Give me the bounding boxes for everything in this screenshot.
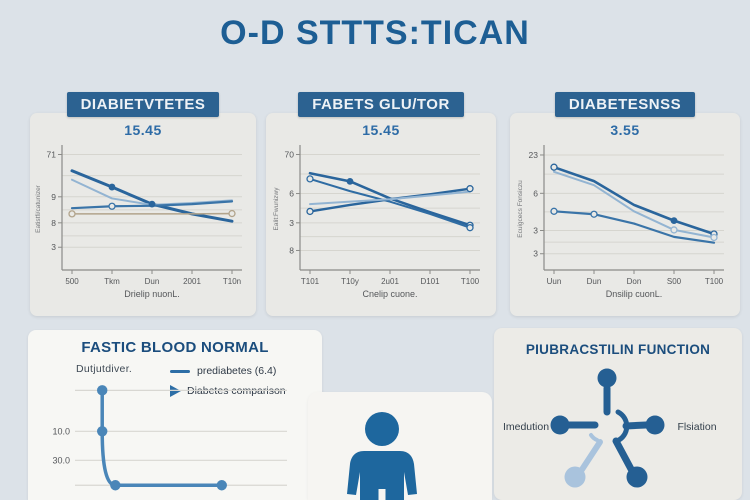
legend-label: prediabetes (6.4) [197, 365, 277, 377]
function-panel: PIUBRACSTILIN FUNCTION Imedution Flsiati… [494, 328, 742, 500]
legend-item-diabetes-comparison: Diabetes comparison [170, 381, 286, 401]
line-swatch-icon [170, 369, 190, 373]
chart-card: 15.45 71 9 8 3 500 Tkm Dun 2001 T10n Drielip nuon… [30, 113, 256, 316]
panel-value: 3.55 [610, 122, 640, 138]
svg-text:Eatistfi/catunizer: Eatistfi/catunizer [35, 184, 42, 233]
legend-item-prediabetes: prediabetes (6.4) [170, 361, 286, 381]
bottom-right-node [626, 466, 648, 488]
svg-text:T10n: T10n [223, 277, 241, 286]
svg-text:2u01: 2u01 [381, 277, 399, 286]
chart-panel-diabetesnss: DIABETESNSS 3.55 23 6 3 3 Uun Dun Don S00 T100 Dn… [510, 92, 740, 316]
svg-text:S00: S00 [667, 277, 682, 286]
svg-text:30.0: 30.0 [52, 455, 70, 465]
svg-text:6: 6 [289, 189, 294, 199]
panel-badge: DIABIETVTETES [66, 92, 220, 117]
left-node-label: Imedution [502, 421, 550, 433]
line-chart-diabetesnss: 23 6 3 3 Uun Dun Don S00 T100 Dnsilip cuonL. Ecuig… [517, 145, 724, 299]
svg-text:D101: D101 [420, 277, 440, 286]
chart-card: 15.45 70 6 3 8 T101 T10y 2u01 D101 T100 Cnelip cu… [266, 113, 496, 316]
svg-text:Dun: Dun [587, 277, 602, 286]
svg-text:Cnelip cuone.: Cnelip cuone. [362, 289, 417, 299]
svg-text:8: 8 [51, 218, 56, 228]
panel-value: 15.45 [124, 122, 162, 138]
svg-text:3: 3 [289, 218, 294, 228]
arrow-swatch-icon [170, 385, 181, 397]
svg-text:71: 71 [47, 150, 57, 160]
svg-text:T100: T100 [705, 277, 724, 286]
bottom-left-node [564, 466, 586, 488]
svg-text:Uun: Uun [547, 277, 562, 286]
chart-panel-fabets-glutor: FABETS GLU/TOR 15.45 70 6 3 8 T101 T10y 2u01 D1… [266, 92, 496, 316]
left-node [550, 415, 570, 435]
svg-text:Tkm: Tkm [104, 277, 120, 286]
svg-text:Dun: Dun [145, 277, 160, 286]
chart-card: 3.55 23 6 3 3 Uun Dun Don S00 T100 Dnsilip cuonL.… [510, 113, 740, 316]
right-node-label: Flsiation [677, 421, 717, 433]
svg-text:Don: Don [627, 277, 642, 286]
svg-text:Ecuigcecs Fonsiczu: Ecuigcecs Fonsiczu [517, 180, 524, 238]
person-icon [347, 412, 417, 500]
svg-text:3: 3 [51, 242, 56, 252]
svg-text:3: 3 [533, 225, 538, 235]
section-title: PIUBRACSTILIN FUNCTION [525, 342, 711, 357]
panel-value: 15.45 [362, 122, 400, 138]
svg-text:T101: T101 [301, 277, 320, 286]
chart-legend: prediabetes (6.4) Diabetes comparison [170, 361, 286, 401]
page-title: O-D STTTS:TICAN [220, 14, 530, 52]
svg-text:3: 3 [533, 249, 538, 259]
fasting-blood-panel: FASTIC BLOOD NORMAL Dutjutdiver. prediab… [28, 330, 322, 500]
svg-text:8: 8 [289, 245, 294, 255]
svg-text:Ealit:Fwunizwy: Ealit:Fwunizwy [273, 187, 280, 231]
hub-diagram [550, 368, 665, 488]
line-chart-fabets-glutor: 70 6 3 8 T101 T10y 2u01 D101 T100 Cnelip cuone. Ea… [273, 145, 480, 299]
svg-text:500: 500 [65, 277, 79, 286]
svg-text:10.0: 10.0 [52, 426, 70, 436]
panel-badge: DIABETESNSS [554, 92, 696, 117]
svg-text:23: 23 [529, 150, 539, 160]
person-panel [308, 392, 492, 500]
distribution-lollipop-chart: 10.0 30.0 [52, 385, 287, 491]
svg-text:70: 70 [285, 150, 295, 160]
svg-text:T100: T100 [461, 277, 480, 286]
svg-text:Dnsilip cuonL.: Dnsilip cuonL. [606, 289, 663, 299]
top-node [597, 368, 617, 388]
legend-label: Diabetes comparison [187, 385, 286, 397]
svg-text:9: 9 [51, 192, 56, 202]
chart-panel-diabietvtetes: DIABIETVTETES 15.45 71 9 8 3 500 Tkm Dun 2001 T1… [30, 92, 256, 316]
panel-badge: FABETS GLU/TOR [298, 92, 464, 117]
svg-text:Drielip nuonL.: Drielip nuonL. [124, 289, 180, 299]
svg-text:2001: 2001 [183, 277, 201, 286]
svg-text:6: 6 [533, 188, 538, 198]
section-title: FASTIC BLOOD NORMAL [81, 339, 269, 356]
line-chart-diabietvtetes: 71 9 8 3 500 Tkm Dun 2001 T10n Drielip nuonL. Eati… [35, 145, 242, 299]
right-node [645, 415, 665, 435]
distribution-label: Dutjutdiver. [76, 363, 133, 375]
svg-text:T10y: T10y [341, 277, 359, 286]
